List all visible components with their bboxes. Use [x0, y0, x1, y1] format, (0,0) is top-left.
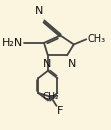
Text: CH₃: CH₃ [87, 34, 105, 44]
Text: F: F [57, 106, 63, 116]
Text: N: N [35, 6, 43, 16]
Text: CH₂: CH₂ [42, 92, 59, 101]
Text: N: N [43, 59, 52, 69]
Text: N: N [68, 59, 76, 69]
Text: H₂N: H₂N [2, 38, 23, 48]
